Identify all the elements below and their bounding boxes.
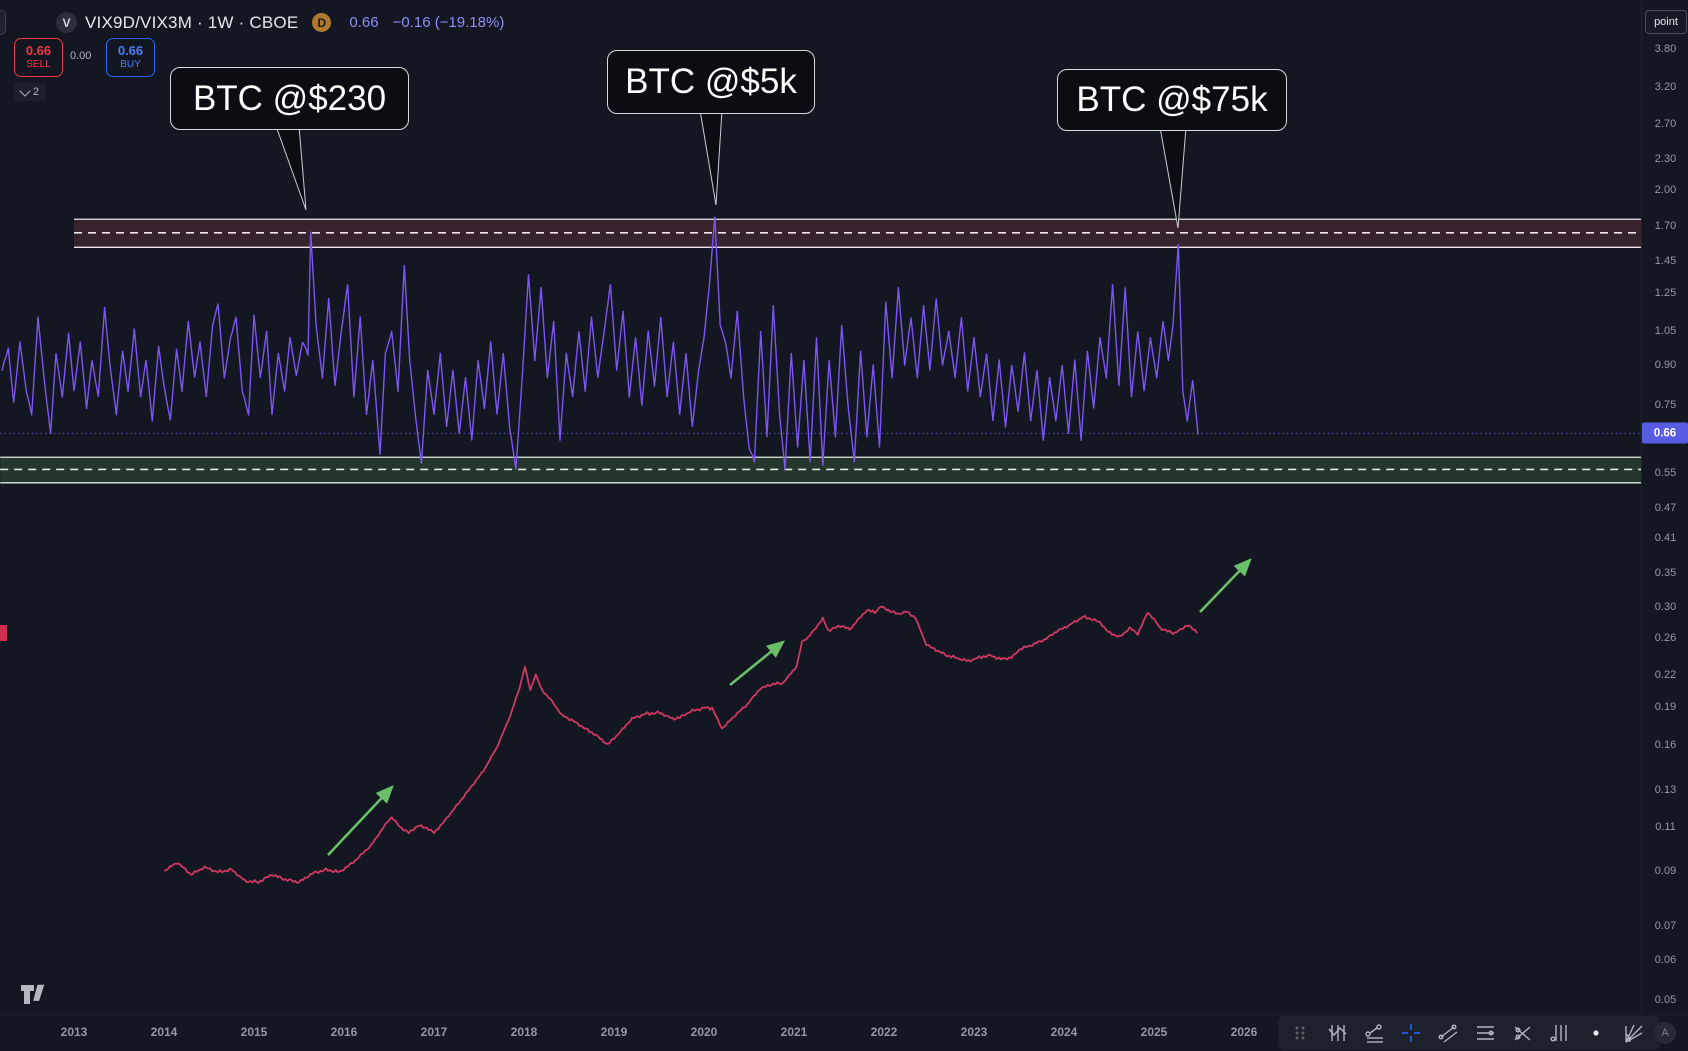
price-tick-label: 0.26 xyxy=(1654,631,1677,644)
price-tick-label: 0.05 xyxy=(1654,993,1677,1006)
spread-value: 0.00 xyxy=(70,50,92,62)
last-price: 0.66 xyxy=(349,14,379,31)
trend-polyline-icon[interactable] xyxy=(1358,1018,1390,1048)
price-tick-label: 0.75 xyxy=(1654,399,1677,412)
sell-button[interactable]: 0.66 SELL xyxy=(14,38,63,77)
symbol-title[interactable]: VIX9D/VIX3M · 1W · CBOE xyxy=(85,12,299,32)
sell-label: SELL xyxy=(26,59,51,71)
pane-left-marker xyxy=(0,625,7,641)
price-tick-label: 0.16 xyxy=(1654,738,1677,751)
series-vix9d-vix3m-ratio[interactable] xyxy=(1,216,1199,471)
price-tick-label: 0.90 xyxy=(1654,359,1677,372)
callout-note-3[interactable]: BTC @$75k xyxy=(1057,69,1287,131)
lower-support-zone[interactable] xyxy=(0,456,1642,484)
up-arrow-drawing-3[interactable] xyxy=(1199,558,1252,613)
price-tick-label: 1.45 xyxy=(1654,254,1677,267)
callout-text: BTC @$75k xyxy=(1076,80,1268,119)
time-tick-label: 2021 xyxy=(780,1025,808,1039)
favorite-drawings-toolbar xyxy=(1278,1016,1660,1050)
time-tick-label: 2015 xyxy=(240,1025,268,1039)
sell-price: 0.66 xyxy=(25,43,52,59)
price-tick-label: 0.13 xyxy=(1654,784,1677,797)
price-tick-label: 0.11 xyxy=(1655,820,1676,833)
chevron-down-icon xyxy=(19,84,31,97)
collapsed-toolbar-handle[interactable] xyxy=(0,10,6,35)
price-tick-label: 3.80 xyxy=(1654,42,1677,55)
buy-price: 0.66 xyxy=(117,43,144,59)
price-tick-label: 0.47 xyxy=(1654,501,1677,514)
price-tick-label: 3.20 xyxy=(1654,80,1677,93)
callout-text: BTC @$230 xyxy=(192,78,387,118)
time-tick-label: 2019 xyxy=(600,1025,628,1039)
callout-note-1[interactable]: BTC @$230 xyxy=(170,67,409,130)
time-tick-label: 2024 xyxy=(1050,1025,1078,1039)
upper-resistance-zone[interactable] xyxy=(74,218,1641,248)
symbol-header: V VIX9D/VIX3M · 1W · CBOE D 0.66 −0.16 (… xyxy=(56,12,504,33)
auto-scale-badge[interactable]: A xyxy=(1654,1022,1676,1044)
buy-label: BUY xyxy=(120,59,141,71)
price-tick-label: 0.07 xyxy=(1654,920,1677,933)
time-tick-label: 2020 xyxy=(690,1025,718,1039)
price-tick-label: 2.30 xyxy=(1654,153,1677,166)
time-tick-label: 2018 xyxy=(510,1025,538,1039)
dot-icon[interactable] xyxy=(1580,1018,1612,1048)
time-tick-label: 2022 xyxy=(870,1025,898,1039)
bars-pattern-icon[interactable] xyxy=(1321,1018,1353,1048)
callout-text: BTC @$5k xyxy=(625,62,797,101)
symbol-logo[interactable]: V xyxy=(56,12,77,33)
up-arrow-drawing-2[interactable] xyxy=(729,640,786,687)
data-delay-badge[interactable]: D xyxy=(312,13,332,32)
buy-button[interactable]: 0.66 BUY xyxy=(106,38,155,77)
quote-values: 0.66 −0.16 (−19.18%) xyxy=(349,14,504,31)
crosshair-icon[interactable] xyxy=(1395,1018,1427,1048)
price-tick-label: 1.70 xyxy=(1654,219,1677,232)
time-tick-label: 2026 xyxy=(1230,1025,1258,1039)
collapse-indicators-button[interactable]: 2 xyxy=(14,83,47,101)
up-arrow-drawing-1[interactable] xyxy=(327,785,394,856)
price-tick-label: 1.05 xyxy=(1654,325,1677,338)
time-tick-label: 2013 xyxy=(60,1025,88,1039)
price-tick-label: 0.41 xyxy=(1654,531,1677,544)
series-btc-overlay[interactable] xyxy=(163,605,1198,884)
tradingview-logo[interactable] xyxy=(20,983,50,1012)
cross-trendlines-icon[interactable] xyxy=(1506,1018,1538,1048)
callout-pointer-1 xyxy=(275,125,307,211)
indicator-count: 2 xyxy=(33,86,40,98)
price-tick-label: 0.22 xyxy=(1654,668,1677,681)
price-tick-label: 0.19 xyxy=(1654,700,1677,713)
callout-pointer-3 xyxy=(1159,126,1187,229)
drag-handle[interactable] xyxy=(1284,1018,1316,1048)
vertical-lines-icon[interactable] xyxy=(1543,1018,1575,1048)
time-scale[interactable]: 2013 2014 2015 2016 2017 2018 2019 2020 2021 2022… xyxy=(0,1014,1688,1051)
time-tick-label: 2016 xyxy=(330,1025,358,1039)
parallel-channel-icon[interactable] xyxy=(1432,1018,1464,1048)
price-tick-label: 2.00 xyxy=(1654,183,1677,196)
price-tick-label: 0.09 xyxy=(1654,864,1677,877)
horizontal-lines-icon[interactable] xyxy=(1469,1018,1501,1048)
time-tick-label: 2025 xyxy=(1140,1025,1168,1039)
price-tick-label: 0.06 xyxy=(1654,953,1677,966)
price-tick-label: 0.30 xyxy=(1654,600,1677,613)
time-tick-label: 2023 xyxy=(960,1025,988,1039)
price-scale[interactable]: point 3.80 3.20 2.70 2.30 2.00 1.70 1.45 1.25 1.… xyxy=(1641,0,1688,1014)
gann-fan-icon[interactable] xyxy=(1617,1018,1649,1048)
price-tick-label: 1.25 xyxy=(1654,287,1677,300)
price-tick-label: 2.70 xyxy=(1654,118,1677,131)
price-tick-label: 0.55 xyxy=(1654,467,1677,480)
time-tick-label: 2014 xyxy=(150,1025,178,1039)
unit-button[interactable]: point xyxy=(1645,10,1687,34)
price-tick-label: 0.35 xyxy=(1654,566,1677,579)
price-change: −0.16 (−19.18%) xyxy=(392,14,505,31)
current-price-badge: 0.66 xyxy=(1642,422,1688,444)
callout-note-2[interactable]: BTC @$5k xyxy=(607,50,815,114)
callout-pointer-2 xyxy=(699,109,723,206)
time-tick-label: 2017 xyxy=(420,1025,448,1039)
